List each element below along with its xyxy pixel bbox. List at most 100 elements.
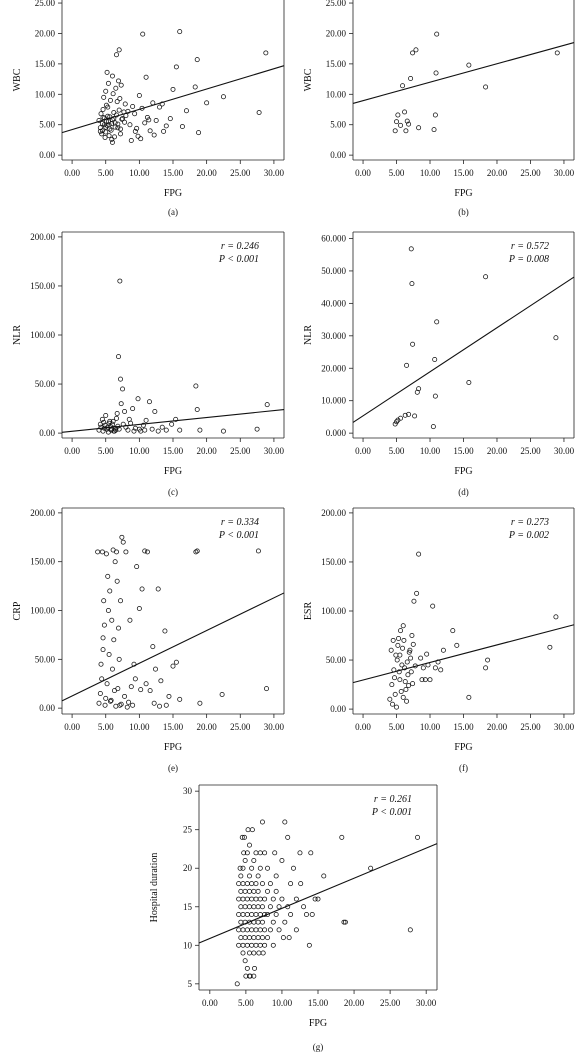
panel-d-data-point	[412, 413, 418, 419]
panel-a-data-point	[111, 134, 117, 140]
panel-g-data-point	[249, 865, 255, 871]
panel-g-data-point	[247, 842, 252, 848]
panel-c-ytick-label: 100.00	[30, 330, 55, 340]
panel-g-data-point	[249, 911, 255, 917]
panel-g-data-point	[259, 881, 265, 887]
panel-d-data-point	[432, 393, 438, 399]
panel-b-data-point	[466, 62, 472, 68]
panel-g-data-point	[303, 911, 309, 917]
panel-a-data-point	[130, 103, 136, 109]
panel-e-data-point	[111, 688, 117, 694]
panel-b-chart: WBC FPG (b) 0.00 5.00 10.00 15.00 20.00 25.00…	[303, 0, 575, 217]
panel-g-data-point	[273, 911, 279, 917]
panel-b-data-point	[406, 121, 412, 127]
panel-b-label: (b)	[458, 207, 469, 217]
panel-d-label: (d)	[458, 487, 469, 497]
panel-g-data-point	[368, 865, 374, 871]
panel-c-data-point	[105, 429, 111, 435]
panel-d-ylabel: NLR	[303, 325, 314, 345]
panel-d-data-point	[430, 424, 436, 430]
panel-e-data-point	[109, 617, 115, 623]
panel-g-data-point	[244, 927, 250, 933]
panel-f-data-point	[398, 688, 404, 694]
panel-d-data-point	[416, 386, 422, 392]
panel-e-ylabel: CRP	[12, 601, 23, 620]
panel-g-data-point	[270, 919, 276, 925]
panel-b-data-point	[554, 50, 560, 56]
panel-g-data-point	[242, 935, 248, 941]
panel-a-data-point	[108, 127, 114, 133]
panel-a-data-point	[122, 119, 128, 125]
panel-c-data-point	[120, 386, 126, 392]
panel-a-data-point	[220, 94, 226, 100]
panel-c-data-point	[116, 354, 121, 360]
panel-g-data-point	[242, 858, 248, 864]
panel-a-data-point	[119, 116, 125, 122]
panel-c-data-point	[177, 427, 183, 433]
panel-e-stat-r: r = 0.334	[221, 517, 259, 528]
panel-g-data-point	[244, 881, 250, 887]
panel-e-data-point	[114, 578, 120, 584]
panel-e-data-point	[155, 586, 161, 592]
panel-f-data-point	[400, 645, 406, 651]
panel-f-data-point	[410, 641, 416, 647]
panel-e-data-point	[153, 666, 158, 672]
panel-f-data-point	[416, 551, 422, 557]
panel-e-data-point	[138, 687, 144, 693]
panel-g-data-point	[244, 911, 250, 917]
panel-g-data-point	[265, 911, 270, 917]
panel-a-data-point	[118, 82, 124, 88]
panel-c-chart: NLR FPG (c) r = 0.246 P < 0.001 0.00 5.00…	[12, 231, 285, 497]
panel-a-data-point	[123, 113, 129, 119]
panel-g-data-point	[321, 873, 327, 879]
panel-c-fit-line	[61, 409, 285, 433]
panel-f-xtick-label: 30.00	[554, 722, 575, 732]
panel-a-data-point	[102, 135, 108, 140]
panel-g-data-point	[280, 935, 286, 941]
panel-e-data-point	[108, 697, 114, 703]
panel-f-data-point	[435, 659, 441, 665]
panel-a-xtick-label: 0.00	[64, 168, 80, 178]
panel-g-data-point	[236, 881, 242, 887]
panel-c-xtick-label: 10.00	[129, 446, 150, 456]
panel-g-data-point	[309, 911, 315, 917]
panel-f-data-point	[427, 677, 433, 683]
panel-g-data-point	[253, 911, 259, 917]
panel-b-data-point	[400, 83, 406, 89]
panel-g-xtick-label: 25.00	[380, 998, 401, 1008]
panel-f-data-point	[408, 655, 414, 661]
panel-f-data-point	[404, 659, 410, 665]
panel-f-data-point	[392, 691, 398, 697]
panel-a-ytick-label: 25.00	[35, 0, 56, 8]
panel-c-data-point	[140, 422, 146, 428]
panel-d-xtick-label: 25.00	[520, 446, 541, 456]
panel-b-ytick-label: 25.00	[326, 0, 347, 8]
panel-f-fit-line	[352, 624, 575, 684]
panel-f-data-point	[418, 655, 424, 661]
panel-g-xtick-label: 10.00	[272, 998, 293, 1008]
panel-f-data-point	[402, 665, 408, 671]
panel-g-data-point	[255, 904, 261, 910]
panel-e-ytick-label: 150.00	[30, 557, 55, 567]
panel-e-stat-p: P < 0.001	[218, 530, 259, 541]
panel-a-data-point	[101, 94, 107, 100]
panel-a-data-point	[153, 117, 159, 123]
panel-g-data-point	[276, 904, 282, 910]
panel-a-data-point	[139, 105, 145, 111]
panel-f-data-point	[403, 687, 409, 692]
panel-e-data-point	[110, 547, 116, 553]
panel-e-data-point	[150, 644, 156, 650]
panel-g-data-point	[257, 850, 263, 856]
panel-f-data-point	[405, 672, 411, 678]
panel-a-data-point	[173, 64, 179, 70]
panel-b-data-point	[432, 112, 438, 118]
panel-f-xtick-label: 15.00	[453, 722, 474, 732]
panel-g-xtick-label: 5.00	[238, 998, 254, 1008]
panel-a-data-point	[105, 104, 111, 110]
panel-e-data-point	[101, 622, 107, 628]
panel-a-data-point	[103, 88, 109, 94]
panel-g-data-point	[339, 834, 345, 840]
panel-g-data-point	[273, 888, 279, 894]
panel-e-data-point	[107, 588, 113, 594]
